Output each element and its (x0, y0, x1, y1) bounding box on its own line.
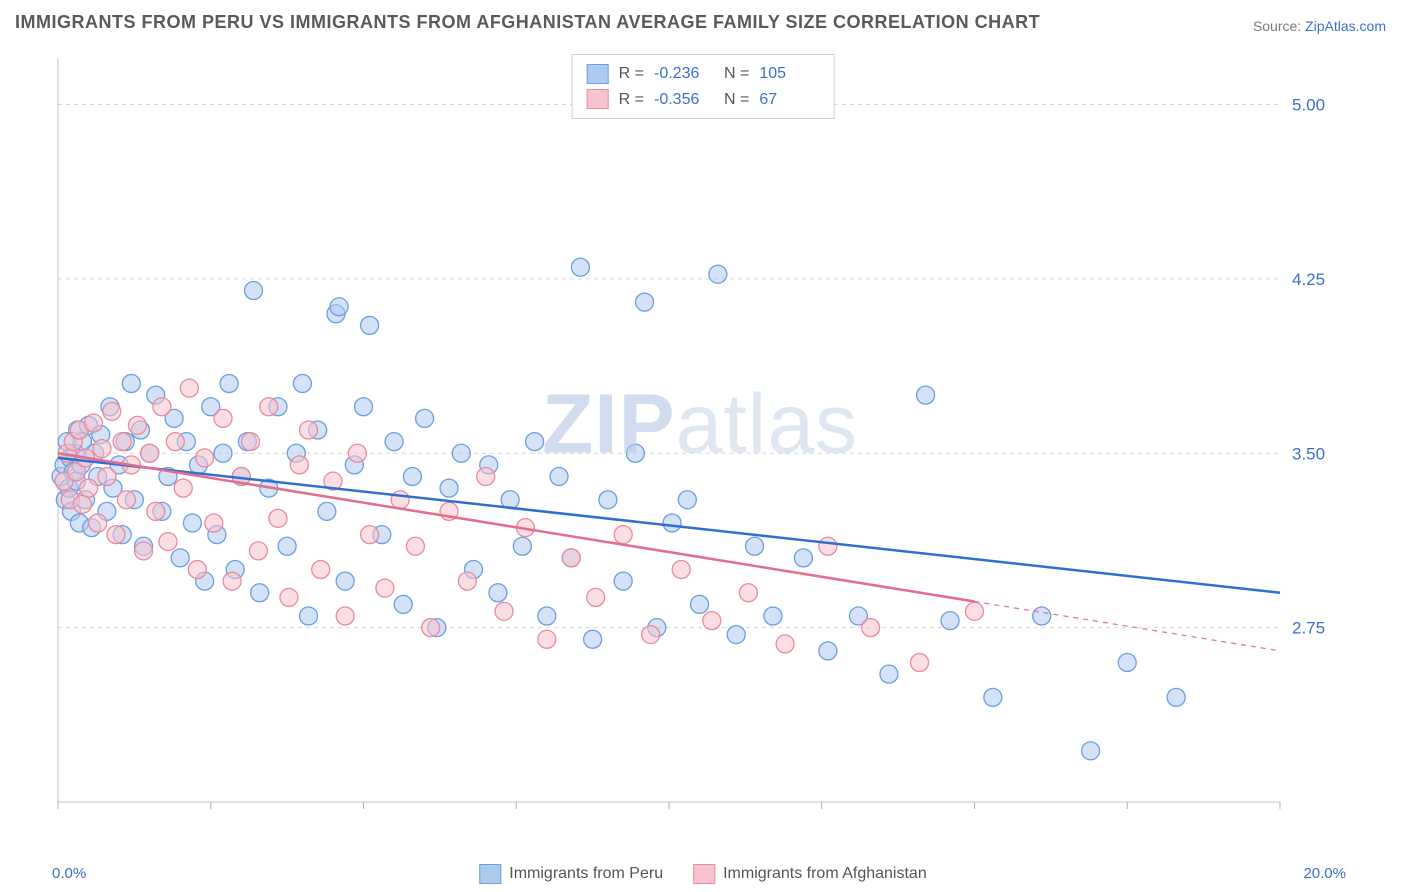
source-attribution: Source: ZipAtlas.com (1253, 18, 1386, 34)
chart-title: IMMIGRANTS FROM PERU VS IMMIGRANTS FROM … (15, 12, 1040, 33)
r-label-2: R = (619, 87, 644, 113)
svg-text:5.00: 5.00 (1292, 96, 1325, 115)
x-axis-min-label: 0.0% (52, 865, 86, 882)
n-value-peru: 105 (759, 61, 819, 87)
n-value-afghanistan: 67 (759, 87, 819, 113)
svg-text:2.75: 2.75 (1292, 619, 1325, 638)
svg-text:4.25: 4.25 (1292, 270, 1325, 289)
stat-legend: R = -0.236 N = 105 R = -0.356 N = 67 (572, 54, 835, 119)
svg-text:3.50: 3.50 (1292, 444, 1325, 463)
series-name-peru: Immigrants from Peru (509, 865, 663, 883)
x-axis-max-label: 20.0% (1303, 865, 1346, 882)
series-legend-item-peru: Immigrants from Peru (479, 864, 663, 884)
stat-legend-row-0: R = -0.236 N = 105 (587, 61, 820, 87)
r-value-peru: -0.236 (654, 61, 714, 87)
n-label: N = (724, 61, 749, 87)
chart-plot-area: 2.753.504.255.00 ZIPatlas (50, 50, 1350, 830)
legend-swatch-afghanistan (587, 89, 609, 109)
legend-swatch-bottom-afghanistan (693, 864, 715, 884)
source-link[interactable]: ZipAtlas.com (1305, 18, 1386, 34)
r-label: R = (619, 61, 644, 87)
legend-swatch-peru (587, 64, 609, 84)
legend-swatch-bottom-peru (479, 864, 501, 884)
r-value-afghanistan: -0.356 (654, 87, 714, 113)
series-legend-item-afghanistan: Immigrants from Afghanistan (693, 864, 927, 884)
series-legend: Immigrants from Peru Immigrants from Afg… (479, 864, 926, 884)
chart-svg: 2.75 3.50 4.25 5.00 (50, 50, 1350, 830)
stat-legend-row-1: R = -0.356 N = 67 (587, 87, 820, 113)
n-label-2: N = (724, 87, 749, 113)
series-name-afghanistan: Immigrants from Afghanistan (723, 865, 927, 883)
source-prefix: Source: (1253, 18, 1305, 34)
